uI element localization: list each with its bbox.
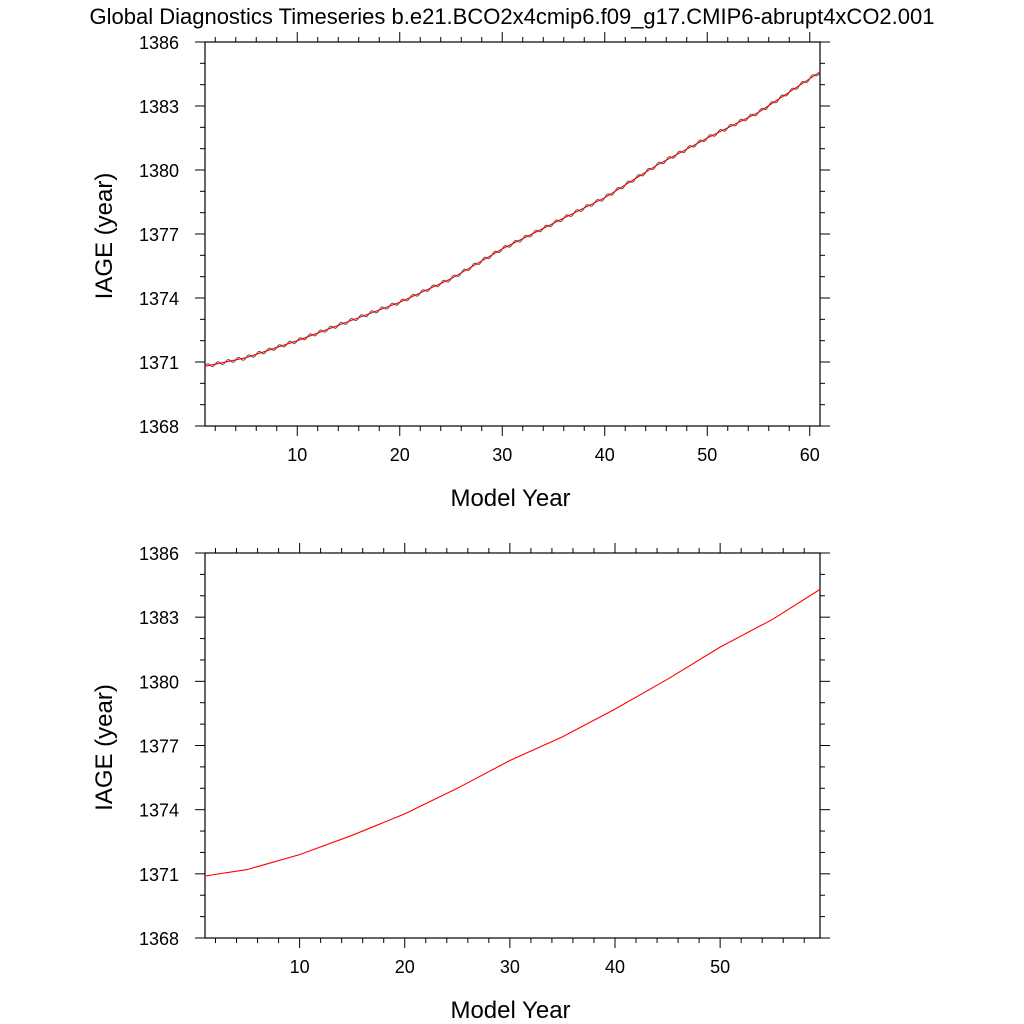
y-tick-label: 1386 bbox=[139, 33, 179, 53]
x-tick-label: 50 bbox=[697, 445, 717, 465]
x-tick-label: 20 bbox=[390, 445, 410, 465]
series-line-annual bbox=[204, 71, 821, 367]
plot-frame bbox=[204, 41, 821, 427]
y-tick-label: 1383 bbox=[139, 97, 179, 117]
y-tick-label: 1371 bbox=[139, 865, 179, 885]
y-axis-label: IAGE (year) bbox=[91, 684, 118, 811]
y-tick-label: 1383 bbox=[139, 608, 179, 628]
x-tick-label: 50 bbox=[710, 957, 730, 977]
y-tick-label: 1380 bbox=[139, 672, 179, 692]
y-tick-label: 1374 bbox=[139, 801, 179, 821]
y-tick-label: 1368 bbox=[139, 929, 179, 949]
series-line-monthly bbox=[204, 71, 821, 368]
x-tick-label: 30 bbox=[492, 445, 512, 465]
x-axis-label: Model Year bbox=[450, 997, 570, 1024]
x-tick-label: 60 bbox=[800, 445, 820, 465]
x-tick-label: 20 bbox=[395, 957, 415, 977]
x-tick-label: 40 bbox=[595, 445, 615, 465]
x-tick-label: 10 bbox=[287, 445, 307, 465]
y-tick-label: 1377 bbox=[139, 225, 179, 245]
plot-top: 1368 1371 1374 1377 1380 1383 1386 10 20 30 40 50 60… bbox=[91, 32, 830, 512]
plot-frame bbox=[204, 552, 821, 939]
y-tick-label: 1368 bbox=[139, 417, 179, 437]
y-axis-label: IAGE (year) bbox=[91, 173, 118, 300]
y-tick-label: 1380 bbox=[139, 161, 179, 181]
x-tick-label: 40 bbox=[605, 957, 625, 977]
x-axis-label: Model Year bbox=[450, 485, 570, 512]
x-tick-label: 10 bbox=[290, 957, 310, 977]
y-tick-label: 1377 bbox=[139, 737, 179, 757]
y-tick-label: 1386 bbox=[139, 544, 179, 564]
chart-title: Global Diagnostics Timeseries b.e21.BCO2… bbox=[90, 4, 935, 29]
series-line-annual bbox=[204, 588, 821, 877]
y-tick-label: 1371 bbox=[139, 353, 179, 373]
x-tick-label: 30 bbox=[500, 957, 520, 977]
y-tick-label: 1374 bbox=[139, 289, 179, 309]
plot-bottom: 1368 1371 1374 1377 1380 1383 1386 10 20 30 40 50 Mo… bbox=[91, 543, 830, 1024]
